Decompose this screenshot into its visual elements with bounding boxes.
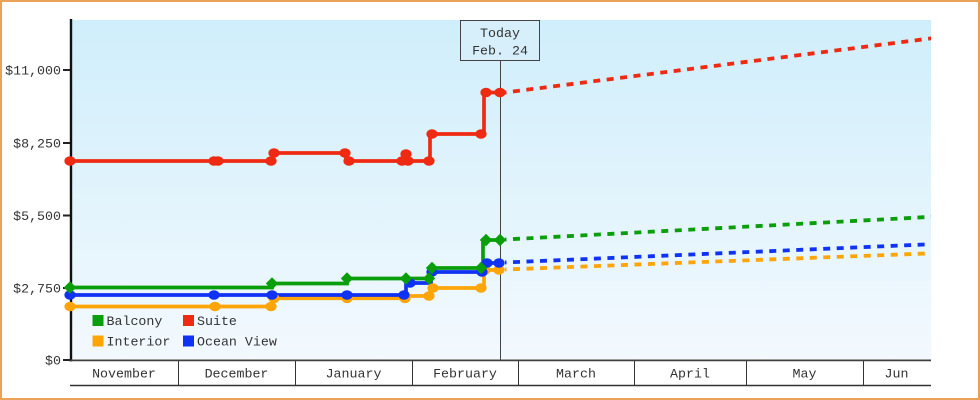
svg-text:May: May	[793, 367, 817, 382]
svg-text:Suite: Suite	[197, 314, 237, 329]
svg-text:Interior: Interior	[107, 335, 171, 350]
svg-text:Ocean View: Ocean View	[197, 335, 277, 350]
svg-text:December: December	[205, 367, 269, 382]
svg-text:November: November	[92, 367, 156, 382]
svg-text:Feb. 24: Feb. 24	[472, 44, 528, 59]
svg-text:February: February	[433, 367, 497, 382]
svg-text:$5,500: $5,500	[13, 209, 61, 224]
svg-text:$2,750: $2,750	[13, 282, 61, 297]
svg-text:Balcony: Balcony	[107, 314, 163, 329]
svg-text:$8,250: $8,250	[13, 137, 61, 152]
svg-text:March: March	[556, 367, 596, 382]
svg-text:$0: $0	[45, 354, 61, 369]
svg-text:April: April	[670, 367, 710, 382]
svg-text:January: January	[326, 367, 382, 382]
svg-text:$11,000: $11,000	[5, 64, 61, 79]
svg-text:Jun: Jun	[885, 367, 909, 382]
svg-text:Today: Today	[480, 26, 520, 41]
